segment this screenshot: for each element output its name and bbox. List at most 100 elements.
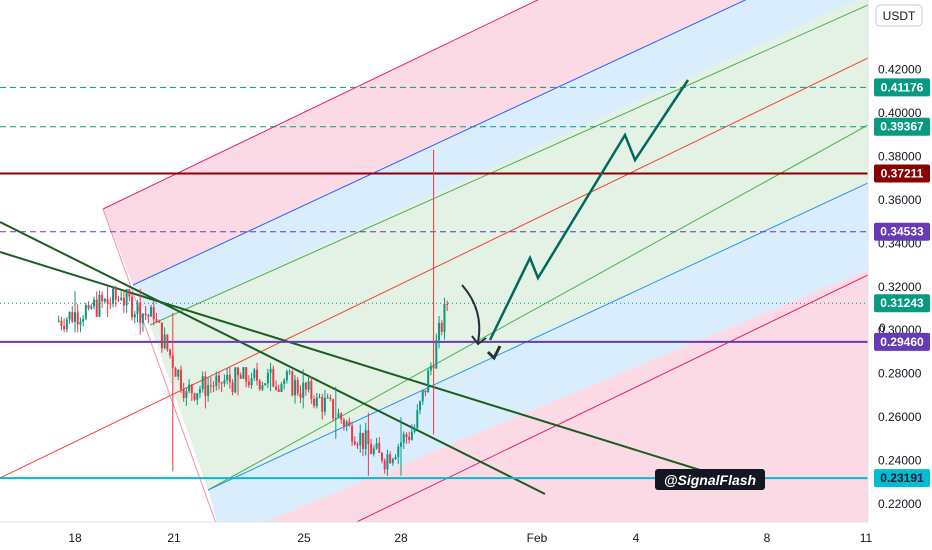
candle-body xyxy=(109,303,112,305)
candle-body xyxy=(223,380,226,384)
pitchfork-green-upper-line xyxy=(149,4,868,326)
candle-body xyxy=(71,311,74,322)
candle-body xyxy=(310,381,313,399)
axis-extra-glyph: 0 xyxy=(879,321,886,335)
time-tick: 4 xyxy=(633,531,640,545)
candle-body xyxy=(405,434,408,438)
candle-body xyxy=(144,313,147,316)
candle-body xyxy=(220,382,223,384)
candle-body xyxy=(215,375,218,386)
candle-body xyxy=(247,381,250,386)
price-label: 0.41176 xyxy=(881,80,924,94)
pitchfork-median-band xyxy=(150,0,868,490)
candle-body xyxy=(234,367,237,393)
candle-body xyxy=(128,289,131,297)
candle-body xyxy=(304,382,307,390)
candle-body xyxy=(280,384,283,393)
candle-body xyxy=(160,322,163,349)
candle-body xyxy=(79,321,82,325)
candle-body xyxy=(429,366,432,371)
price-label: 0.29460 xyxy=(880,335,924,349)
pitchfork-green-lower-line xyxy=(207,124,868,491)
candle-body xyxy=(342,419,345,427)
candle-body xyxy=(359,432,362,446)
candle-body xyxy=(106,299,109,304)
currency-selector[interactable]: USDT xyxy=(879,9,918,23)
price-label: 0.34533 xyxy=(880,225,924,239)
pitchfork-left-edge xyxy=(102,208,217,522)
price-label: 0.37211 xyxy=(881,167,924,181)
candle-body xyxy=(435,340,438,369)
candle-body xyxy=(275,386,278,390)
currency-selector-box[interactable] xyxy=(875,4,923,27)
candle-body xyxy=(329,397,332,400)
candle-body xyxy=(114,288,117,300)
candle-body xyxy=(443,303,446,332)
candle-body xyxy=(372,448,375,454)
candle-body xyxy=(427,370,430,393)
candle-body xyxy=(389,454,392,464)
candle-body xyxy=(307,381,310,390)
price-tick: 0.28000 xyxy=(878,367,922,381)
candle-body xyxy=(323,397,326,412)
candle-body xyxy=(120,297,123,300)
time-tick: 25 xyxy=(297,531,311,545)
time-tick: 18 xyxy=(68,531,82,545)
candle-body xyxy=(204,376,207,396)
candle-body xyxy=(76,312,79,325)
downtrend-line-steep xyxy=(0,221,546,495)
candle-body xyxy=(438,322,441,341)
candle-body xyxy=(147,315,150,317)
candle-body xyxy=(237,367,239,376)
candle-body xyxy=(158,321,161,323)
candle-body xyxy=(391,458,394,464)
candle-body xyxy=(198,388,201,394)
candle-body xyxy=(177,369,180,377)
candle-body xyxy=(302,382,305,398)
candle-body xyxy=(353,441,356,445)
candle-body xyxy=(283,380,286,385)
candle-body xyxy=(57,320,60,322)
candle-body xyxy=(258,380,261,390)
price-label: 0.23191 xyxy=(880,471,924,485)
candle-body xyxy=(408,437,411,440)
candle-body xyxy=(196,393,199,400)
price-label-box xyxy=(874,164,930,183)
candle-body xyxy=(321,397,324,412)
candle-body xyxy=(367,430,370,445)
candle-body xyxy=(84,305,87,319)
candle-body xyxy=(356,444,359,446)
projection-arrow-down xyxy=(461,284,481,343)
candle-body xyxy=(169,349,172,356)
candle-body xyxy=(87,305,90,309)
time-tick: 11 xyxy=(860,531,873,545)
candle-body xyxy=(410,431,413,440)
candle-body xyxy=(166,334,169,350)
candle-body xyxy=(179,369,182,390)
candle-body xyxy=(226,374,229,381)
candle-body xyxy=(351,425,354,442)
candlesticks xyxy=(57,149,449,476)
price-label: 0.31243 xyxy=(880,296,924,310)
candle-body xyxy=(122,297,125,306)
candle-body xyxy=(375,443,378,449)
candle-body xyxy=(361,432,364,449)
candle-body xyxy=(245,367,248,382)
candle-body xyxy=(269,368,272,373)
candle-body xyxy=(397,446,400,458)
candle-body xyxy=(131,296,134,318)
candle-body xyxy=(98,294,101,317)
pitchfork-bottom-line xyxy=(355,274,868,522)
price-label-box xyxy=(874,332,930,351)
candle-body xyxy=(103,299,106,302)
candle-body xyxy=(421,390,424,402)
projection-arrow-down-head xyxy=(471,335,487,346)
candle-body xyxy=(378,443,381,453)
candle-body xyxy=(291,371,294,396)
candle-body xyxy=(261,385,264,390)
price-label-box xyxy=(874,222,930,241)
price-tick: 0.36000 xyxy=(878,193,922,207)
candle-body xyxy=(112,288,115,304)
candle-body xyxy=(386,454,389,470)
